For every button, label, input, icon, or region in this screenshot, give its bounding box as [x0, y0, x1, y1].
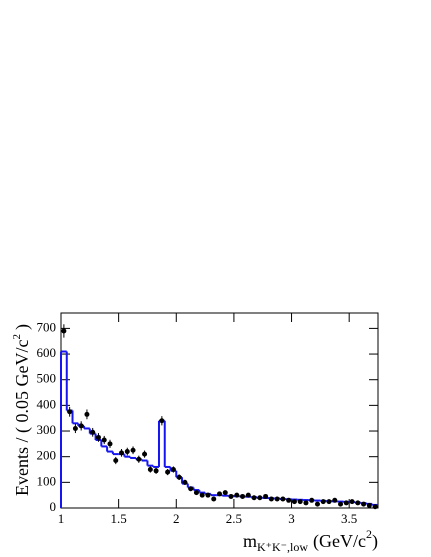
y-title-sup: 2: [11, 334, 23, 340]
x-tick-label: 3: [288, 511, 295, 526]
x-tick-label: 1: [58, 511, 65, 526]
data-point: [199, 492, 205, 498]
data-point: [268, 496, 274, 502]
data-point: [349, 499, 355, 505]
x-title-end: ): [372, 531, 378, 552]
y-tick-label: 300: [37, 422, 57, 437]
data-point: [291, 499, 297, 505]
x-axis-title: mK⁺K⁻,low (GeV/c2): [243, 527, 378, 554]
data-point: [193, 490, 199, 496]
data-point: [78, 423, 84, 429]
data-point: [188, 486, 194, 492]
data-point: [113, 458, 119, 464]
data-point: [182, 479, 188, 485]
data-point: [72, 425, 78, 431]
data-point: [263, 493, 269, 499]
data-point: [251, 495, 257, 501]
data-point: [320, 499, 326, 505]
y-tick-label: 700: [37, 319, 57, 334]
data-point: [67, 409, 73, 415]
data-point: [274, 496, 280, 502]
data-point: [119, 450, 125, 456]
y-tick-label: 200: [37, 448, 57, 463]
data-point: [130, 447, 136, 453]
data-point: [332, 497, 338, 503]
data-point: [124, 449, 130, 455]
x-tick-label: 1.5: [111, 511, 127, 526]
data-point: [309, 497, 315, 503]
data-point: [343, 500, 349, 506]
data-point: [165, 469, 171, 475]
x-tick-label: 2: [173, 511, 180, 526]
data-point: [205, 492, 211, 498]
data-point: [366, 502, 372, 508]
data-point: [147, 467, 153, 473]
x-title-unit: (GeV/c: [313, 531, 366, 552]
data-point: [153, 468, 159, 474]
y-tick-label: 400: [37, 396, 57, 411]
x-title-sup: 2: [366, 527, 372, 541]
data-point: [101, 437, 107, 443]
data-point: [372, 504, 378, 510]
plot-frame: [60, 312, 379, 509]
data-point: [245, 492, 251, 498]
data-point: [314, 501, 320, 507]
data-point: [338, 501, 344, 507]
data-point: [222, 490, 228, 496]
data-point: [136, 456, 142, 462]
data-point: [303, 500, 309, 506]
data-point: [280, 496, 286, 502]
data-point: [170, 467, 176, 473]
data-point: [159, 418, 165, 424]
data-point: [297, 499, 303, 505]
data-point: [286, 497, 292, 503]
data-point: [61, 328, 67, 334]
y-title-end: ): [12, 324, 33, 330]
data-point: [176, 474, 182, 480]
data-point: [211, 496, 217, 502]
y-axis-title: Events / ( 0.05 GeV/c2): [11, 324, 34, 496]
y-tick-label: 500: [37, 371, 57, 386]
data-point: [107, 441, 113, 447]
y-tick-label: 0: [50, 499, 57, 514]
data-point: [84, 411, 90, 417]
x-title-main: m: [243, 531, 257, 551]
data-point: [142, 451, 148, 457]
data-point: [217, 491, 222, 497]
y-tick-label: 600: [37, 345, 57, 360]
data-point: [326, 499, 332, 505]
data-point: [95, 434, 101, 440]
x-title-sub: K⁺K⁻,low: [257, 540, 308, 554]
y-title-main: Events / ( 0.05 GeV/c: [12, 340, 33, 496]
data-point: [355, 500, 361, 506]
x-tick-label: 3.5: [341, 511, 357, 526]
data-point: [257, 495, 263, 501]
data-point: [228, 493, 234, 499]
data-point: [361, 501, 367, 507]
data-point: [234, 492, 240, 498]
x-tick-label: 2.5: [226, 511, 242, 526]
data-point: [240, 493, 246, 499]
data-point: [90, 429, 96, 435]
y-tick-label: 100: [37, 473, 57, 488]
